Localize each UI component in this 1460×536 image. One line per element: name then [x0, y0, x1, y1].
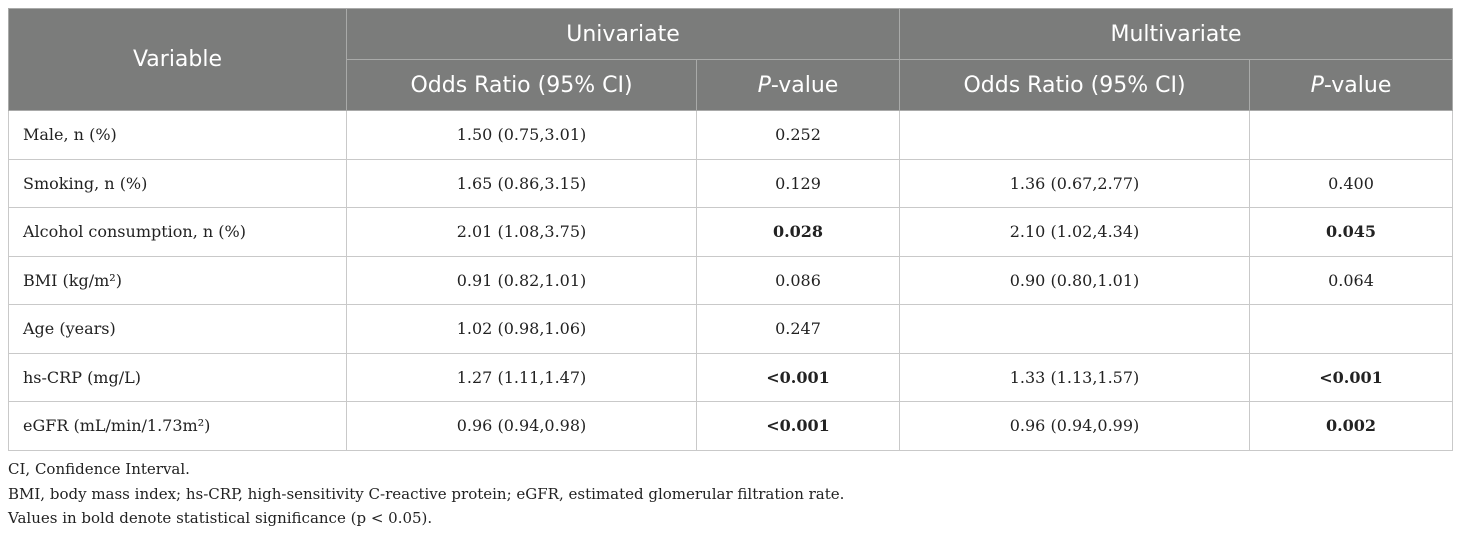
cell-variable: Alcohol consumption, n (%)	[8, 207, 347, 257]
table-header: Variable Univariate Multivariate Odds Ra…	[8, 8, 1454, 111]
cell-uni-p: 0.086	[696, 255, 900, 305]
results-table-container: Variable Univariate Multivariate Odds Ra…	[8, 8, 1454, 451]
p-italic: P	[1310, 72, 1324, 98]
cell-uni-or: 1.65 (0.86,3.15)	[346, 158, 697, 208]
cell-multi-or: 0.96 (0.94,0.99)	[899, 401, 1250, 451]
header-variable: Variable	[8, 8, 347, 111]
cell-multi-or: 1.36 (0.67,2.77)	[899, 158, 1250, 208]
cell-variable: Male, n (%)	[8, 110, 347, 160]
table-row: Male, n (%) 1.50 (0.75,3.01) 0.252	[8, 110, 1454, 160]
cell-multi-or	[899, 110, 1250, 160]
cell-uni-p: 0.028	[696, 207, 900, 257]
footnote-significance: Values in bold denote statistical signif…	[8, 509, 433, 527]
cell-uni-p: <0.001	[696, 352, 900, 402]
cell-multi-p	[1248, 110, 1454, 160]
cell-uni-or: 2.01 (1.08,3.75)	[346, 207, 697, 257]
cell-multi-or: 2.10 (1.02,4.34)	[899, 207, 1250, 257]
footnote-ci: CI, Confidence Interval.	[8, 460, 190, 478]
cell-uni-or: 1.50 (0.75,3.01)	[346, 110, 697, 160]
table-row: Age (years) 1.02 (0.98,1.06) 0.247	[8, 304, 1454, 354]
cell-multi-p	[1248, 304, 1454, 354]
cell-uni-p: 0.129	[696, 158, 900, 208]
table-row: Smoking, n (%) 1.65 (0.86,3.15) 0.129 1.…	[8, 158, 1454, 208]
header-uni-odds-ratio: Odds Ratio (95% CI)	[346, 59, 697, 111]
table-row: eGFR (mL/min/1.73m²) 0.96 (0.94,0.98) <0…	[8, 401, 1454, 451]
header-multivariate: Multivariate	[898, 8, 1454, 60]
cell-variable: hs-CRP (mg/L)	[8, 352, 347, 402]
cell-multi-or	[899, 304, 1250, 354]
p-italic: P	[757, 72, 771, 98]
header-multi-odds-ratio: Odds Ratio (95% CI)	[899, 59, 1250, 111]
cell-variable: Age (years)	[8, 304, 347, 354]
cell-multi-p: 0.045	[1248, 207, 1454, 257]
p-suffix: -value	[770, 72, 839, 98]
cell-multi-or: 1.33 (1.13,1.57)	[899, 352, 1250, 402]
cell-multi-p: <0.001	[1248, 352, 1454, 402]
cell-variable: eGFR (mL/min/1.73m²)	[8, 401, 347, 451]
footnote-abbreviations: BMI, body mass index; hs-CRP, high-sensi…	[8, 484, 845, 503]
cell-uni-p: 0.247	[696, 304, 900, 354]
cell-uni-p: <0.001	[696, 401, 900, 451]
table-footnotes: CI, Confidence Interval. BMI, body mass …	[8, 457, 844, 531]
table-row: hs-CRP (mg/L) 1.27 (1.11,1.47) <0.001 1.…	[8, 352, 1454, 402]
cell-uni-or: 1.02 (0.98,1.06)	[346, 304, 697, 354]
table-row: BMI (kg/m²) 0.91 (0.82,1.01) 0.086 0.90 …	[8, 255, 1454, 305]
regression-table: Variable Univariate Multivariate Odds Ra…	[8, 8, 1454, 451]
cell-multi-p: 0.064	[1248, 255, 1454, 305]
cell-uni-or: 0.96 (0.94,0.98)	[346, 401, 697, 451]
cell-variable: Smoking, n (%)	[8, 158, 347, 208]
header-uni-p-value: P-value	[696, 59, 900, 111]
cell-multi-p: 0.400	[1248, 158, 1454, 208]
cell-uni-or: 0.91 (0.82,1.01)	[346, 255, 697, 305]
cell-multi-p: 0.002	[1248, 401, 1454, 451]
cell-uni-or: 1.27 (1.11,1.47)	[346, 352, 697, 402]
cell-variable: BMI (kg/m²)	[8, 255, 347, 305]
table-body: Male, n (%) 1.50 (0.75,3.01) 0.252 Smoki…	[8, 110, 1454, 451]
table-row: Alcohol consumption, n (%) 2.01 (1.08,3.…	[8, 207, 1454, 257]
cell-multi-or: 0.90 (0.80,1.01)	[899, 255, 1250, 305]
p-suffix: -value	[1323, 72, 1392, 98]
cell-uni-p: 0.252	[696, 110, 900, 160]
header-univariate: Univariate	[346, 8, 900, 60]
header-multi-p-value: P-value	[1248, 59, 1454, 111]
